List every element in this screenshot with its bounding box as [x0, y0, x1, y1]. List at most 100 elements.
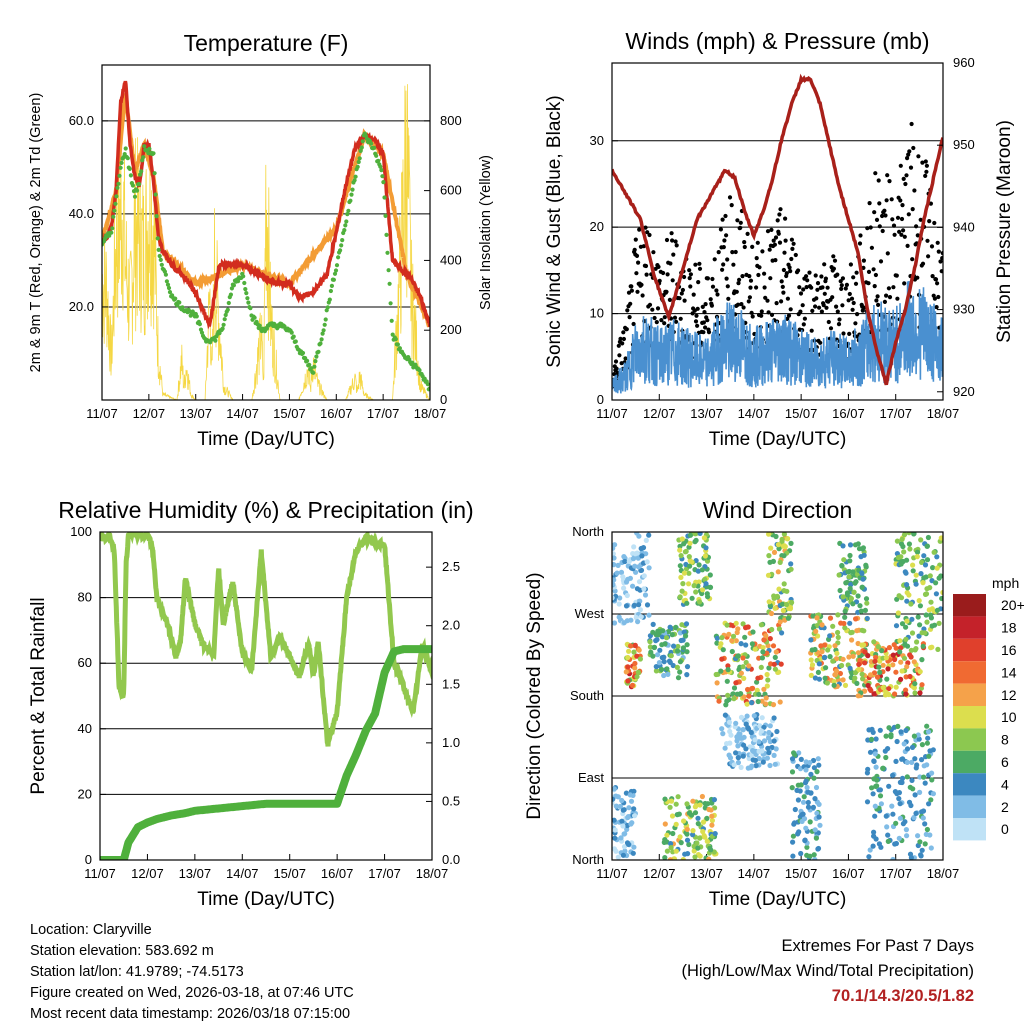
direction-marker [882, 748, 888, 754]
gust-marker [628, 301, 633, 306]
direction-marker [621, 620, 627, 626]
gust-marker [621, 330, 626, 335]
gust-marker [749, 310, 754, 315]
speed-legend: mph 20+ 18 16 14 12 10 8 6 4 2 0 [953, 575, 1024, 841]
direction-marker [930, 791, 937, 797]
direction-marker [871, 691, 877, 697]
dew-point-marker [139, 169, 144, 174]
dew-point-marker [349, 192, 354, 197]
x-tick-label: 18/07 [416, 866, 449, 881]
gust-marker [716, 250, 721, 255]
dew-point-marker [220, 326, 225, 331]
series-dew-point [102, 131, 430, 392]
direction-marker [930, 565, 936, 571]
direction-marker [625, 678, 631, 684]
direction-marker [909, 744, 916, 751]
gust-marker [634, 253, 640, 258]
gust-marker [822, 291, 827, 296]
gust-marker [847, 291, 852, 297]
gust-marker [682, 274, 687, 280]
direction-marker [612, 588, 618, 594]
direction-marker [726, 696, 732, 703]
gust-marker [645, 230, 650, 235]
direction-marker [725, 692, 731, 698]
gust-marker [851, 300, 856, 306]
direction-marker [789, 785, 795, 791]
gust-marker [887, 295, 893, 300]
gust-marker [851, 275, 856, 280]
gust-marker [729, 203, 734, 208]
direction-marker [810, 613, 816, 619]
direction-marker [664, 666, 670, 672]
direction-marker [928, 797, 934, 803]
gust-marker [938, 259, 943, 264]
direction-marker [622, 558, 628, 565]
dew-point-marker [291, 334, 296, 339]
y-tick-right-label: 600 [440, 183, 462, 198]
direction-marker [624, 592, 630, 599]
direction-marker [651, 644, 657, 651]
x-tick-label: 11/07 [86, 406, 118, 421]
direction-marker [660, 628, 666, 634]
gust-marker [872, 210, 877, 215]
gust-marker [910, 207, 915, 212]
gust-marker [903, 181, 908, 187]
direction-marker [697, 599, 703, 605]
direction-marker [678, 574, 684, 581]
direction-marker [858, 608, 865, 614]
direction-marker [862, 660, 868, 666]
series-wind-direction [612, 532, 943, 860]
gust-marker [631, 321, 636, 327]
y-tick-right-label: 940 [953, 219, 975, 234]
direction-marker [752, 737, 758, 743]
direction-marker [702, 576, 708, 583]
direction-marker [739, 735, 745, 741]
dew-point-marker [244, 291, 249, 296]
direction-marker [907, 673, 913, 680]
x-tick-label: 11/07 [84, 866, 116, 881]
direction-marker [920, 580, 926, 586]
gust-marker [850, 307, 855, 312]
direction-marker [803, 825, 809, 831]
gust-marker [754, 256, 759, 261]
direction-marker [815, 756, 821, 762]
gust-marker [703, 325, 708, 330]
direction-marker [695, 568, 701, 574]
direction-marker [735, 760, 742, 766]
direction-marker [635, 619, 641, 625]
direction-marker [776, 546, 782, 552]
gust-marker [861, 258, 867, 263]
gust-marker [865, 226, 870, 231]
direction-marker [901, 549, 907, 555]
gust-marker [839, 286, 844, 291]
y-tick-label: 80 [78, 590, 92, 605]
direction-marker [669, 813, 676, 819]
direction-marker [827, 615, 834, 621]
gust-marker [897, 229, 902, 234]
gust-marker [672, 315, 678, 320]
direction-marker [771, 549, 778, 556]
direction-marker [781, 581, 787, 587]
gust-marker [908, 165, 914, 170]
direction-marker [808, 771, 814, 778]
gust-marker [637, 227, 642, 232]
direction-marker [909, 616, 915, 622]
direction-marker [680, 637, 686, 643]
direction-marker [697, 835, 703, 841]
gust-marker [891, 285, 896, 290]
direction-marker [815, 845, 822, 852]
direction-marker [745, 686, 751, 693]
chart-title: Temperature (F) [184, 30, 349, 56]
direction-marker [861, 642, 867, 648]
direction-marker [808, 657, 814, 663]
direction-marker [735, 755, 741, 761]
direction-marker [638, 614, 644, 620]
plot-frame [99, 531, 433, 861]
direction-marker [695, 845, 701, 851]
legend-label: 14 [1001, 664, 1017, 680]
gust-marker [756, 272, 761, 278]
direction-marker [906, 799, 913, 805]
direction-marker [791, 821, 797, 827]
direction-marker [637, 607, 644, 613]
direction-marker [769, 626, 775, 633]
